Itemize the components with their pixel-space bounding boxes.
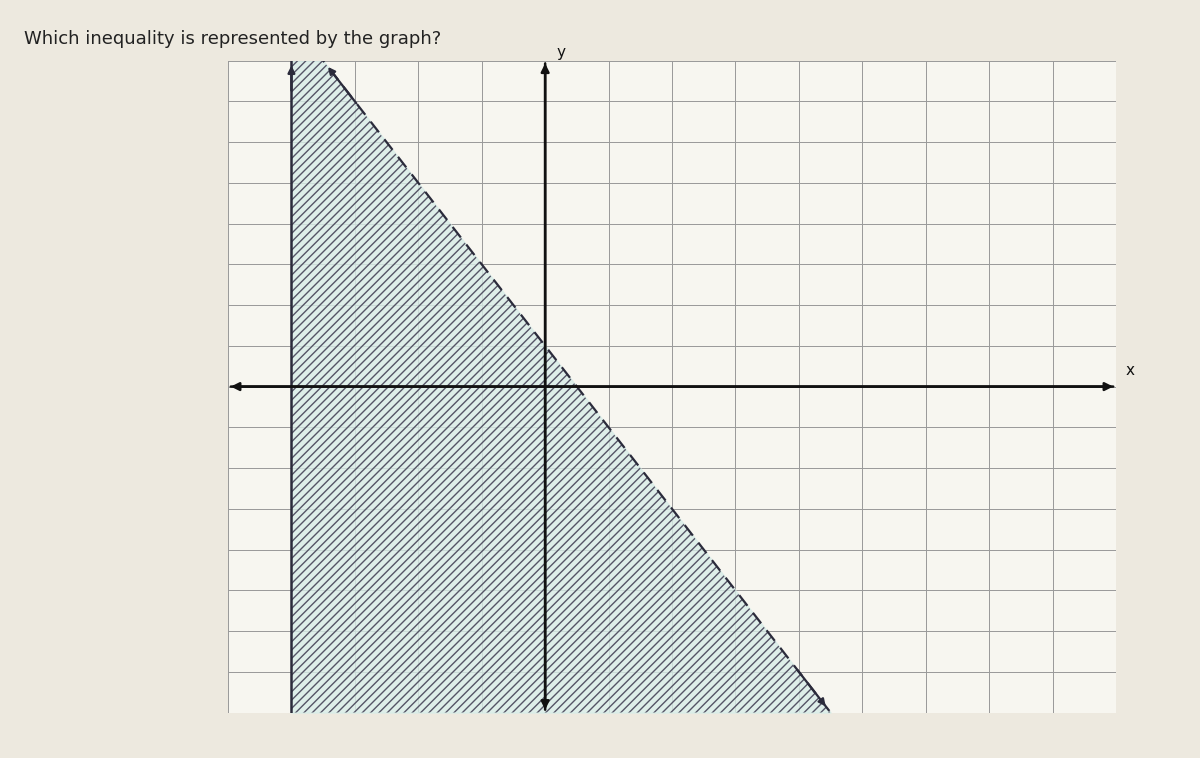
Text: x: x <box>1126 363 1134 378</box>
Text: Which inequality is represented by the graph?: Which inequality is represented by the g… <box>24 30 442 49</box>
Text: y: y <box>557 45 565 60</box>
